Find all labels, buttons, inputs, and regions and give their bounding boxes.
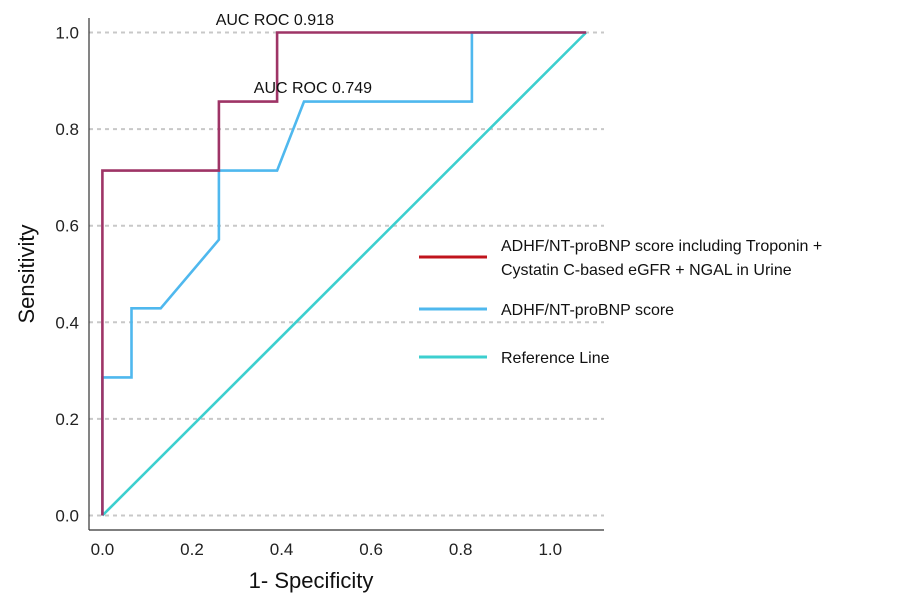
auc-annotation-0: AUC ROC 0.918 [216, 12, 334, 29]
y-tick-label: 0.8 [55, 120, 79, 139]
x-tick-label: 0.4 [270, 540, 294, 559]
auc-annotation-1: AUC ROC 0.749 [254, 80, 372, 97]
y-axis-title: Sensitivity [14, 224, 39, 323]
legend: ADHF/NT-proBNP score including Troponin … [419, 238, 822, 367]
legend-label-0: Cystatin C-based eGFR + NGAL in Urine [501, 262, 792, 279]
x-tick-label: 0.0 [91, 540, 115, 559]
series-line-0 [101, 31, 587, 516]
y-tick-label: 0.4 [55, 313, 79, 332]
y-tick-label: 1.0 [55, 23, 79, 42]
legend-label-2: Reference Line [501, 350, 610, 367]
series-line-2 [101, 31, 588, 517]
annotations: AUC ROC 0.918 AUC ROC 0.749 [216, 12, 372, 97]
y-tick-label: 0.2 [55, 410, 79, 429]
y-tick-labels: 0.0 0.2 0.4 0.6 0.8 1.0 [55, 23, 79, 525]
series-line-1 [101, 31, 587, 516]
x-tick-label: 0.2 [180, 540, 204, 559]
legend-label-0: ADHF/NT-proBNP score including Troponin … [501, 238, 822, 255]
y-tick-label: 0.6 [55, 217, 79, 236]
x-tick-label: 0.8 [449, 540, 473, 559]
x-axis-title: 1- Specificity [249, 568, 374, 593]
legend-label-1: ADHF/NT-proBNP score [501, 302, 674, 319]
x-tick-label: 0.6 [359, 540, 383, 559]
series-lines [101, 31, 588, 517]
axes [88, 18, 604, 531]
x-tick-label: 1.0 [538, 540, 562, 559]
x-tick-labels: 0.0 0.2 0.4 0.6 0.8 1.0 [91, 540, 562, 559]
y-tick-label: 0.0 [55, 507, 79, 526]
